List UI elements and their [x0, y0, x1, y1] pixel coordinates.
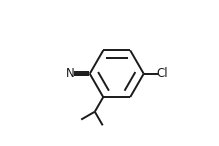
Text: Cl: Cl	[157, 67, 168, 80]
Text: N: N	[66, 67, 75, 80]
